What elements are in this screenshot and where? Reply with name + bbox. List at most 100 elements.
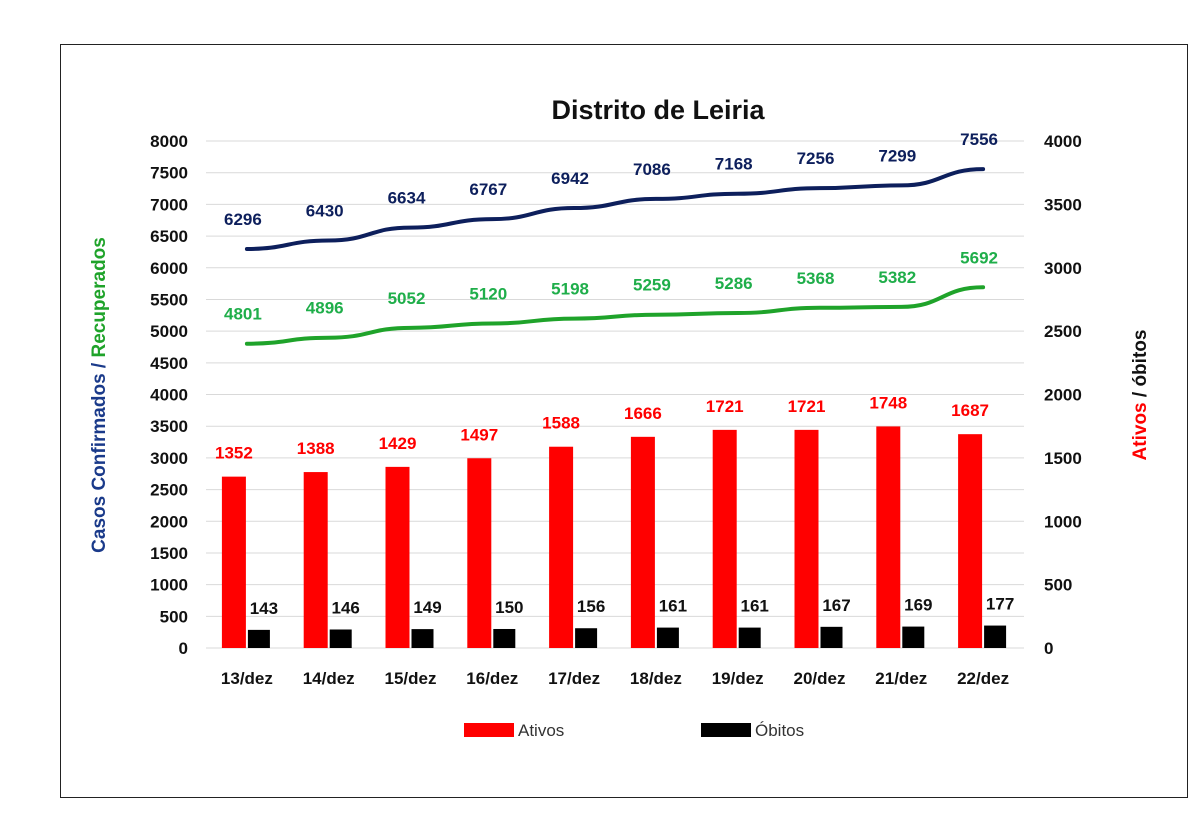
data-label-obitos: 146 [332, 598, 360, 617]
x-tick-label: 19/dez [712, 669, 764, 688]
data-label-recuperados: 5692 [960, 248, 998, 267]
y-right-tick-label: 500 [1044, 576, 1072, 595]
data-label-confirmados: 7299 [878, 146, 916, 165]
bar-ativos [385, 466, 410, 648]
data-label-recuperados: 5052 [388, 289, 426, 308]
bar-ativos [712, 429, 737, 648]
y-right-tick-label: 4000 [1044, 132, 1082, 151]
legend-swatch [701, 723, 751, 737]
y-right-tick-label: 0 [1044, 639, 1053, 658]
data-label-recuperados: 5382 [878, 268, 916, 287]
data-label-ativos: 1429 [379, 434, 417, 453]
x-tick-label: 20/dez [794, 669, 846, 688]
y-left-tick-label: 7000 [150, 195, 188, 214]
data-label-recuperados: 4801 [224, 305, 262, 324]
y-left-tick-label: 6500 [150, 227, 188, 246]
line-recuperados [244, 285, 986, 346]
bar-obitos [411, 629, 434, 648]
data-label-recuperados: 5286 [715, 274, 753, 293]
data-label-obitos: 150 [495, 598, 523, 617]
chart-title: Distrito de Leiria [551, 95, 765, 125]
y-left-tick-label: 3500 [150, 417, 188, 436]
data-label-confirmados: 6634 [388, 189, 426, 208]
data-label-obitos: 156 [577, 597, 605, 616]
data-label-ativos: 1721 [706, 397, 744, 416]
y-left-axis-title: Casos Confirmados / Recuperados [89, 237, 110, 553]
bar-ativos [303, 472, 328, 648]
bar-obitos [738, 627, 761, 648]
data-label-confirmados: 6942 [551, 169, 589, 188]
x-tick-label: 16/dez [466, 669, 518, 688]
x-tick-label: 13/dez [221, 669, 273, 688]
legend-label: Óbitos [755, 721, 804, 740]
data-label-confirmados: 7556 [960, 130, 998, 149]
y-left-tick-label: 2500 [150, 481, 188, 500]
data-label-obitos: 177 [986, 595, 1014, 614]
y-left-tick-label: 4500 [150, 354, 188, 373]
bar-obitos [902, 626, 925, 648]
data-label-confirmados: 7086 [633, 160, 671, 179]
y-right-tick-label: 3000 [1044, 259, 1082, 278]
bar-obitos [656, 627, 679, 648]
y-left-tick-label: 0 [179, 639, 188, 658]
data-label-obitos: 149 [413, 598, 441, 617]
legend-swatch [464, 723, 514, 737]
y-left-tick-label: 500 [160, 607, 188, 626]
data-label-recuperados: 5120 [469, 285, 507, 304]
bar-obitos [820, 626, 843, 648]
bar-ativos [549, 446, 574, 648]
data-label-obitos: 161 [659, 597, 687, 616]
data-label-confirmados: 7168 [715, 155, 753, 174]
bar-obitos [493, 628, 516, 648]
y-left-tick-label: 6000 [150, 259, 188, 278]
data-label-obitos: 161 [741, 597, 769, 616]
y-left-tick-label: 7500 [150, 164, 188, 183]
y-left-tick-label: 1000 [150, 576, 188, 595]
y-left-tick-label: 8000 [150, 132, 188, 151]
data-label-ativos: 1666 [624, 404, 662, 423]
y-left-tick-label: 5000 [150, 322, 188, 341]
x-tick-label: 18/dez [630, 669, 682, 688]
bar-ativos [958, 434, 983, 648]
y-left-tick-label: 2000 [150, 512, 188, 531]
bar-obitos [575, 628, 598, 648]
bar-ativos [467, 458, 492, 648]
x-tick-label: 21/dez [875, 669, 927, 688]
bar-obitos [247, 629, 270, 648]
data-label-confirmados: 7256 [797, 149, 835, 168]
data-label-obitos: 167 [822, 596, 850, 615]
x-tick-label: 17/dez [548, 669, 600, 688]
y-left-tick-label: 1500 [150, 544, 188, 563]
y-right-tick-label: 1500 [1044, 449, 1082, 468]
data-label-confirmados: 6430 [306, 201, 344, 220]
y-right-tick-label: 2500 [1044, 322, 1082, 341]
y-right-tick-label: 2000 [1044, 386, 1082, 405]
data-label-obitos: 143 [250, 599, 278, 618]
y-left-tick-label: 4000 [150, 386, 188, 405]
bar-obitos [984, 625, 1007, 648]
data-label-ativos: 1721 [788, 397, 826, 416]
bar-ativos [630, 436, 655, 648]
y-left-tick-label: 5500 [150, 290, 188, 309]
x-tick-label: 15/dez [385, 669, 437, 688]
data-label-recuperados: 5259 [633, 276, 671, 295]
data-label-recuperados: 5368 [797, 269, 835, 288]
y-right-axis-title: Ativos / óbitos [1130, 330, 1151, 461]
data-label-obitos: 169 [904, 596, 932, 615]
legend-label: Ativos [518, 721, 564, 740]
data-label-ativos: 1352 [215, 444, 253, 463]
data-label-ativos: 1748 [869, 393, 907, 412]
bar-ativos [876, 426, 901, 648]
bar-obitos [329, 629, 352, 648]
line-casos-confirmados [244, 167, 986, 251]
data-label-ativos: 1497 [460, 425, 498, 444]
x-tick-label: 14/dez [303, 669, 355, 688]
data-label-ativos: 1588 [542, 414, 580, 433]
data-label-ativos: 1388 [297, 439, 335, 458]
chart-frame: 0 500 1000 1500 2000 2500 3000 3500 4000 4500 5000… [60, 44, 1188, 798]
data-label-ativos: 1687 [951, 401, 989, 420]
data-label-recuperados: 5198 [551, 280, 589, 299]
data-label-confirmados: 6767 [469, 180, 507, 199]
data-label-recuperados: 4896 [306, 299, 344, 318]
y-right-tick-label: 3500 [1044, 195, 1082, 214]
